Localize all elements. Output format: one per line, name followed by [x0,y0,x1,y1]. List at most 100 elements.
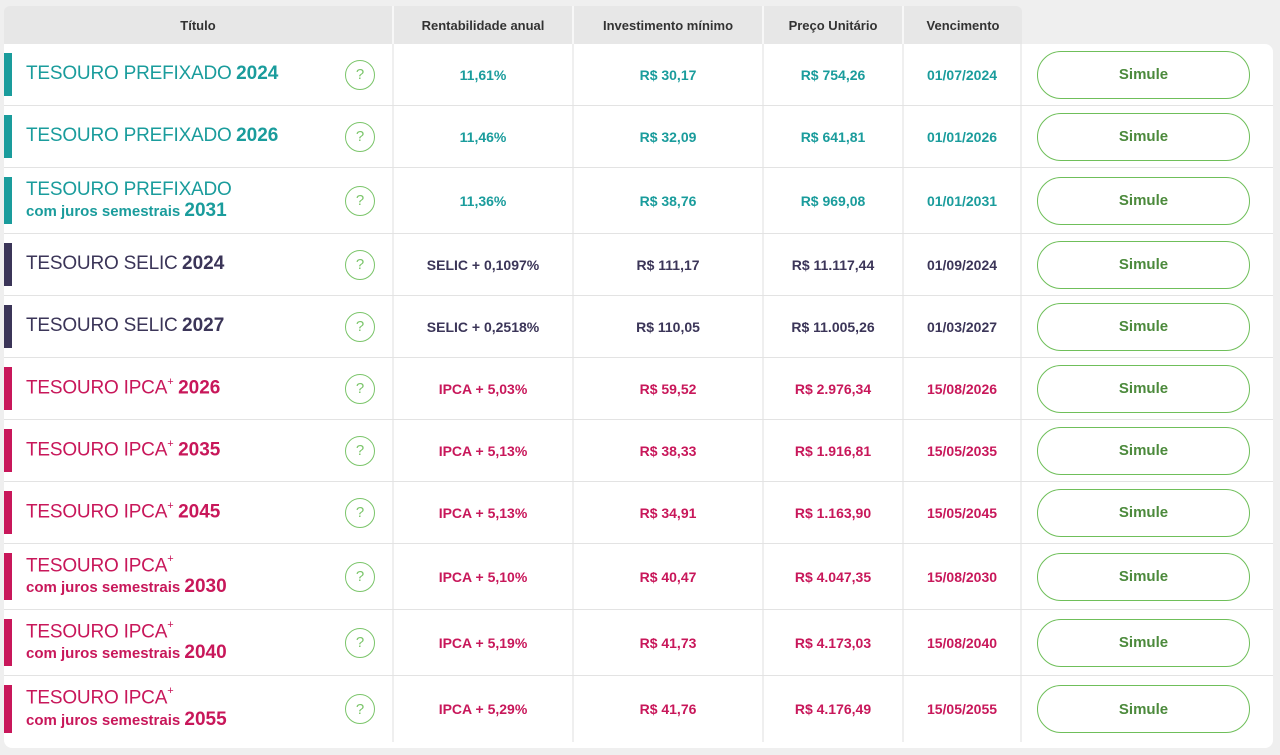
vencimento-value: 15/08/2030 [926,568,998,585]
investimento-value: R$ 30,17 [639,66,697,83]
bond-year: 2055 [184,708,227,730]
cell-title: TESOURO IPCA+ com juros semestrais 2030? [4,544,394,609]
simule-button[interactable]: Simule [1037,426,1250,475]
simule-button[interactable]: Simule [1037,488,1250,537]
bond-sup: + [167,552,174,565]
bond-sup: + [167,685,174,698]
preco-value: R$ 11.005,26 [791,318,875,335]
category-bar [4,553,12,600]
rentabilidade-value: SELIC + 0,1097% [426,256,540,273]
help-icon[interactable]: ? [345,561,375,592]
investimento-value: R$ 34,91 [639,504,697,521]
bonds-table: TESOURO PREFIXADO 2024? 11,61% R$ 30,17 R$ … [4,44,1273,748]
preco-value: R$ 641,81 [800,128,866,145]
bond-name: TESOURO IPCA [26,501,168,523]
bond-title: TESOURO IPCA+ 2026 [26,376,221,399]
bond-title: TESOURO IPCA+ com juros semestrais 2030 [26,552,227,598]
help-icon[interactable]: ? [345,627,375,658]
rentabilidade-value: IPCA + 5,29% [438,701,528,717]
category-bar [4,491,12,534]
bond-title: TESOURO PREFIXADO 2026 [26,125,279,147]
simule-button[interactable]: Simule [1037,176,1250,225]
simule-button[interactable]: Simule [1037,618,1250,667]
rentabilidade-value: 11,36% [459,192,507,209]
table-row: TESOURO IPCA+ com juros semestrais 2030? I… [4,544,1273,610]
category-bar [4,429,12,472]
table-row: TESOURO SELIC 2024? SELIC + 0,1097% R$ 111… [4,234,1273,296]
help-icon[interactable]: ? [345,373,375,404]
bond-year: 2024 [182,253,225,275]
help-icon[interactable]: ? [345,185,375,216]
vencimento-value: 15/05/2055 [926,701,998,717]
simule-button[interactable]: Simule [1037,552,1250,601]
category-bar [4,53,12,96]
bond-name: TESOURO PREFIXADO [26,125,232,147]
simule-button[interactable]: Simule [1037,112,1250,161]
help-icon[interactable]: ? [345,249,375,280]
bond-title: TESOURO SELIC 2027 [26,315,225,337]
help-icon[interactable]: ? [345,121,375,152]
header-titulo: Título [4,6,394,44]
vencimento-value: 01/07/2024 [926,66,998,83]
bond-name: TESOURO IPCA [26,621,168,643]
bond-sup: + [167,437,174,450]
preco-value: R$ 969,08 [800,192,866,209]
bond-sub: com juros semestrais [26,579,181,597]
investimento-value: R$ 38,76 [639,192,697,209]
bond-year: 2026 [236,125,279,147]
help-icon[interactable]: ? [345,311,375,342]
rentabilidade-value: 11,61% [459,66,507,83]
investimento-value: R$ 110,05 [636,318,700,335]
investimento-value: R$ 41,76 [639,701,697,717]
preco-value: R$ 2.976,34 [794,380,872,397]
bond-title: TESOURO SELIC 2024 [26,253,225,275]
cell-title: TESOURO IPCA+ com juros semestrais 2040? [4,610,394,675]
help-icon[interactable]: ? [345,59,375,90]
simule-button[interactable]: Simule [1037,50,1250,99]
vencimento-value: 01/01/2031 [926,192,998,209]
investimento-value: R$ 40,47 [639,568,697,585]
investimento-value: R$ 32,09 [639,128,697,145]
bond-name: TESOURO SELIC [26,315,178,337]
vencimento-value: 01/01/2026 [926,128,998,145]
bond-name: TESOURO IPCA [26,377,168,399]
help-icon[interactable]: ? [345,694,375,724]
table-row: TESOURO PREFIXADO 2026? 11,46% R$ 32,09 R$ … [4,106,1273,168]
investimento-value: R$ 41,73 [639,634,697,651]
simule-button[interactable]: Simule [1037,302,1250,351]
cell-title: TESOURO PREFIXADO com juros semestrais 20… [4,168,394,233]
help-icon[interactable]: ? [345,497,375,528]
table-row: TESOURO IPCA+ 2035? IPCA + 5,13% R$ 38,33 R… [4,420,1273,482]
bond-name: TESOURO PREFIXADO [26,178,232,200]
rentabilidade-value: IPCA + 5,10% [438,568,528,585]
header-vencimento: Vencimento [926,17,1000,33]
table-header: Título Rentabilidade anual Investimento … [4,6,1022,44]
preco-value: R$ 11.117,44 [791,256,875,273]
category-bar [4,243,12,286]
category-bar [4,305,12,348]
help-icon[interactable]: ? [345,435,375,466]
simule-button[interactable]: Simule [1037,240,1250,289]
preco-value: R$ 4.176,49 [794,701,872,717]
rentabilidade-value: IPCA + 5,03% [438,380,528,397]
table-row: TESOURO IPCA+ 2045? IPCA + 5,13% R$ 34,91 R… [4,482,1273,544]
bond-title: TESOURO IPCA+ com juros semestrais 2040 [26,618,227,664]
vencimento-value: 01/09/2024 [926,256,998,273]
simule-button[interactable]: Simule [1037,364,1250,413]
category-bar [4,367,12,410]
bond-name: TESOURO SELIC [26,253,178,275]
bond-year: 2027 [182,315,225,337]
investimento-value: R$ 59,52 [639,380,697,397]
bond-sup: + [167,618,174,631]
header-rentabilidade: Rentabilidade anual [394,6,574,44]
cell-title: TESOURO IPCA+ 2045? [4,482,394,543]
cell-title: TESOURO SELIC 2024? [4,234,394,295]
rentabilidade-value: IPCA + 5,13% [438,504,528,521]
simule-button[interactable]: Simule [1037,685,1250,733]
category-bar [4,115,12,158]
investimento-value: R$ 38,33 [639,442,697,459]
bond-year: 2026 [178,377,221,399]
preco-value: R$ 4.047,35 [794,568,872,585]
bond-year: 2040 [184,642,227,664]
bond-year: 2045 [178,501,221,523]
